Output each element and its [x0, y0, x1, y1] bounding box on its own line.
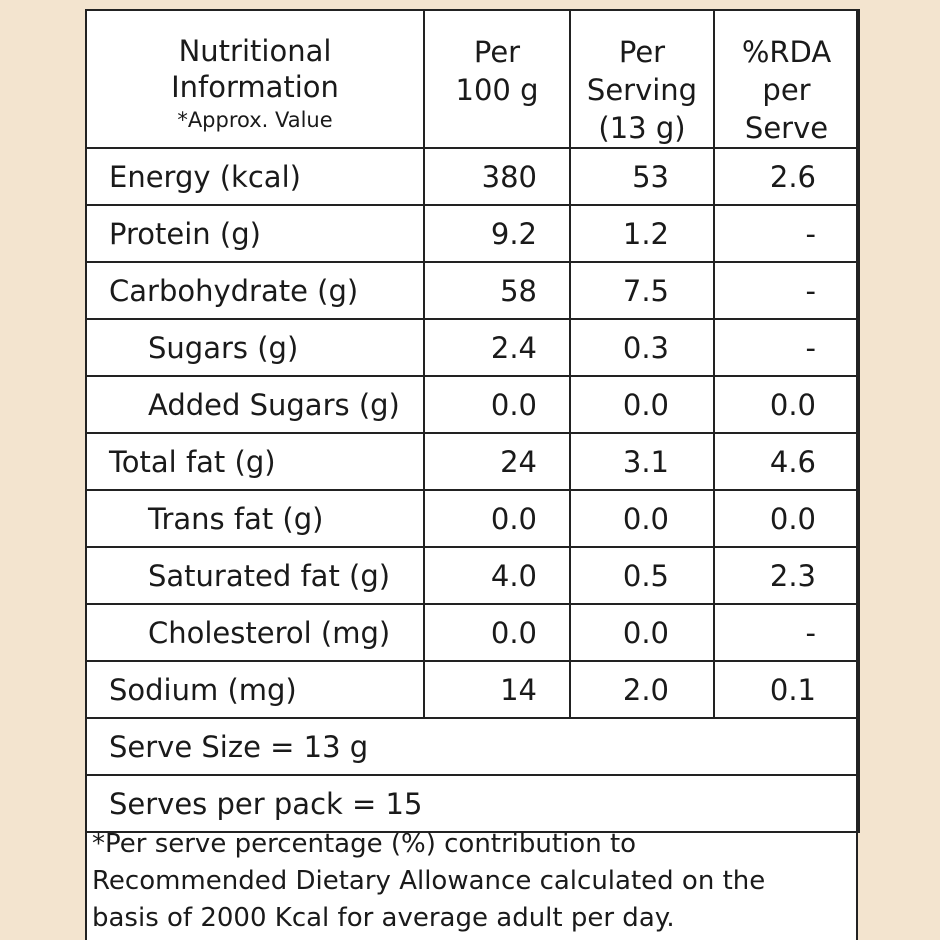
value-rda: - — [713, 204, 860, 263]
value-rda: 2.6 — [713, 147, 860, 206]
value-rda: - — [713, 261, 860, 320]
footnote: *Per serve percentage (%) contribution t… — [92, 826, 856, 937]
header-per-serving: Per Serving (13 g) — [569, 9, 715, 149]
nutrient-name: Saturated fat (g) — [85, 546, 425, 605]
value-per-serving: 3.1 — [569, 432, 715, 491]
header-title-line1: Nutritional — [178, 34, 332, 68]
value-per-100g: 58 — [423, 261, 571, 320]
header-per-serving-line2: Serving — [586, 73, 698, 107]
serve-size: Serve Size = 13 g — [85, 717, 860, 776]
value-per-serving: 7.5 — [569, 261, 715, 320]
nutrient-name: Protein (g) — [85, 204, 425, 263]
value-rda: 2.3 — [713, 546, 860, 605]
header-per-100g: Per 100 g — [423, 9, 571, 149]
table-row: Energy (kcal) 380 53 2.6 — [85, 147, 860, 206]
header-title-line2: Information — [171, 70, 339, 104]
table-row: Saturated fat (g) 4.0 0.5 2.3 — [85, 546, 860, 605]
header-per-100g-line1: Per — [473, 35, 521, 69]
value-per-100g: 0.0 — [423, 489, 571, 548]
footnote-line2: Recommended Dietary Allowance calculated… — [92, 866, 766, 896]
nutrient-name: Sodium (mg) — [85, 660, 425, 719]
value-rda: 0.0 — [713, 375, 860, 434]
serves-per-pack-row: Serves per pack = 15 — [85, 774, 860, 833]
value-rda: - — [713, 318, 860, 377]
serve-size-row: Serve Size = 13 g — [85, 717, 860, 776]
nutrient-name: Sugars (g) — [85, 318, 425, 377]
header-rda-line2: per — [762, 73, 811, 107]
footnote-line1: *Per serve percentage (%) contribution t… — [92, 829, 637, 859]
table-row: Sodium (mg) 14 2.0 0.1 — [85, 660, 860, 719]
value-per-serving: 0.5 — [569, 546, 715, 605]
value-per-100g: 24 — [423, 432, 571, 491]
nutrient-name: Total fat (g) — [85, 432, 425, 491]
value-per-serving: 2.0 — [569, 660, 715, 719]
header-rda-line3: Serve — [744, 111, 829, 145]
value-rda: 0.0 — [713, 489, 860, 548]
value-per-serving: 0.0 — [569, 489, 715, 548]
nutrient-name: Energy (kcal) — [85, 147, 425, 206]
value-per-serving: 53 — [569, 147, 715, 206]
value-rda: 0.1 — [713, 660, 860, 719]
value-per-100g: 380 — [423, 147, 571, 206]
table-row: Protein (g) 9.2 1.2 - — [85, 204, 860, 263]
nutrient-name: Cholesterol (mg) — [85, 603, 425, 662]
table-row: Added Sugars (g) 0.0 0.0 0.0 — [85, 375, 860, 434]
value-per-100g: 2.4 — [423, 318, 571, 377]
table-row: Carbohydrate (g) 58 7.5 - — [85, 261, 860, 320]
value-rda: - — [713, 603, 860, 662]
table-row: Total fat (g) 24 3.1 4.6 — [85, 432, 860, 491]
value-per-serving: 0.3 — [569, 318, 715, 377]
nutrient-name: Carbohydrate (g) — [85, 261, 425, 320]
value-per-serving: 1.2 — [569, 204, 715, 263]
header-nutritional-information: Nutritional Information *Approx. Value — [85, 9, 425, 149]
header-per-serving-line1: Per — [618, 35, 666, 69]
table-row: Trans fat (g) 0.0 0.0 0.0 — [85, 489, 860, 548]
table-row: Cholesterol (mg) 0.0 0.0 - — [85, 603, 860, 662]
nutrient-name: Added Sugars (g) — [85, 375, 425, 434]
value-per-100g: 4.0 — [423, 546, 571, 605]
nutrient-name: Trans fat (g) — [85, 489, 425, 548]
header-approx-note: *Approx. Value — [177, 108, 333, 132]
header-rda-per-serve: %RDA per Serve — [713, 9, 860, 149]
table-header-row: Nutritional Information *Approx. Value P… — [85, 9, 860, 149]
value-per-serving: 0.0 — [569, 603, 715, 662]
header-per-100g-line2: 100 g — [455, 73, 539, 107]
value-per-100g: 9.2 — [423, 204, 571, 263]
header-per-serving-line3: (13 g) — [598, 111, 686, 145]
value-per-serving: 0.0 — [569, 375, 715, 434]
value-per-100g: 0.0 — [423, 375, 571, 434]
value-rda: 4.6 — [713, 432, 860, 491]
value-per-100g: 0.0 — [423, 603, 571, 662]
nutrition-table: Nutritional Information *Approx. Value P… — [85, 9, 860, 833]
footnote-line3: basis of 2000 Kcal for average adult per… — [92, 903, 675, 933]
header-rda-line1: %RDA — [741, 35, 832, 69]
table-row: Sugars (g) 2.4 0.3 - — [85, 318, 860, 377]
value-per-100g: 14 — [423, 660, 571, 719]
serves-per-pack: Serves per pack = 15 — [85, 774, 860, 833]
